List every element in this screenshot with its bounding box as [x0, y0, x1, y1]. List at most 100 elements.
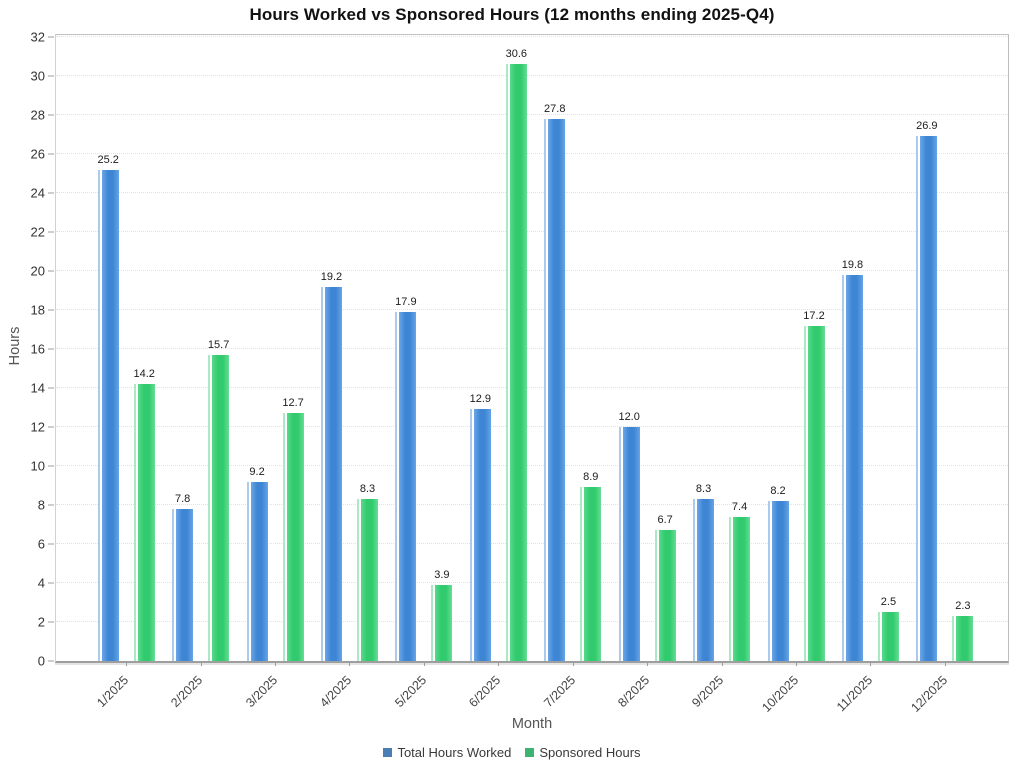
- bar-value-label: 14.2: [133, 368, 155, 381]
- bar-group-9-2025: 8.3 7.4: [684, 483, 758, 661]
- legend: Total Hours Worked Sponsored Hours: [0, 745, 1024, 760]
- legend-item-total-hours-worked: Total Hours Worked: [383, 745, 511, 760]
- x-tick: 2/2025: [163, 662, 237, 720]
- gridline: [56, 348, 1008, 349]
- bar-value-label: 12.7: [282, 397, 304, 410]
- bar-value-label: 27.8: [544, 102, 566, 115]
- x-tick-mark: [647, 662, 649, 666]
- gridline: [56, 309, 1008, 310]
- x-axis-ticks: 1/2025 2/2025 3/2025 4/2025 5/2025 6/2025 7/20…: [56, 662, 1008, 720]
- bar-total-hours-worked-6-2025: 12.9: [470, 393, 491, 661]
- y-tick-mark: [48, 75, 54, 77]
- y-tick-mark: [48, 348, 54, 350]
- y-tick-mark: [48, 153, 54, 155]
- y-tick-label: 8: [37, 497, 45, 513]
- x-tick-label: 2/2025: [168, 673, 206, 710]
- x-tick-label: 3/2025: [243, 673, 281, 710]
- bar-total-hours-worked-4-2025: 19.2: [321, 271, 342, 661]
- bar-value-label: 12.0: [618, 411, 640, 423]
- y-tick-label: 20: [30, 263, 45, 279]
- gridline: [56, 114, 1008, 115]
- x-tick-label: 8/2025: [615, 673, 653, 710]
- y-tick-label: 18: [30, 302, 45, 318]
- gridline: [56, 75, 1008, 76]
- legend-label: Sponsored Hours: [539, 745, 641, 760]
- gridline: [56, 621, 1008, 622]
- gridline: [56, 153, 1008, 154]
- bar-value-label: 17.9: [395, 295, 417, 308]
- y-tick-label: 0: [37, 653, 45, 669]
- bar-group-10-2025: 8.2 17.2: [759, 310, 833, 661]
- bar-total-hours-worked-12-2025: 26.9: [916, 120, 938, 661]
- y-tick-mark: [48, 192, 54, 194]
- bar-value-label: 6.7: [657, 514, 673, 527]
- y-tick-label: 32: [30, 29, 45, 45]
- y-tick: 16: [31, 342, 54, 357]
- bar-total-hours-worked-11-2025: 19.8: [842, 259, 863, 661]
- y-tick: 2: [38, 615, 54, 630]
- y-tick: 0: [38, 654, 54, 669]
- x-tick-label: 4/2025: [317, 673, 355, 710]
- y-tick: 8: [38, 498, 54, 513]
- bar-sponsored-hours-10-2025: 17.2: [803, 310, 825, 661]
- bar-total-hours-worked-3-2025: 9.2: [246, 466, 268, 661]
- y-tick-mark: [48, 621, 54, 623]
- y-tick: 14: [31, 381, 54, 396]
- y-tick-label: 16: [30, 341, 45, 357]
- legend-swatch-icon: [383, 748, 393, 757]
- bar-group-7-2025: 27.8 8.9: [536, 103, 610, 661]
- y-tick-label: 2: [37, 614, 45, 630]
- bar-value-label: 25.2: [97, 153, 119, 166]
- bar-total-hours-worked-9-2025: 8.3: [693, 483, 715, 661]
- bar-sponsored-hours-1-2025: 14.2: [133, 368, 155, 661]
- y-tick: 18: [31, 303, 54, 318]
- y-tick: 30: [31, 69, 54, 84]
- bar-value-label: 8.3: [695, 483, 712, 496]
- bar-group-1-2025: 25.2 14.2: [89, 154, 163, 661]
- y-tick: 22: [31, 225, 54, 240]
- gridline: [56, 36, 1008, 37]
- x-tick-label: 10/2025: [759, 673, 801, 715]
- bar-group-12-2025: 26.9 2.3: [908, 120, 982, 661]
- y-tick: 28: [31, 108, 54, 123]
- bar-sponsored-hours-12-2025: 2.3: [952, 600, 974, 661]
- y-tick-mark: [48, 504, 54, 506]
- x-tick-mark: [796, 662, 797, 666]
- bar-sponsored-hours-7-2025: 8.9: [580, 471, 602, 661]
- y-tick-label: 26: [30, 146, 45, 162]
- y-tick-mark: [48, 660, 54, 662]
- bar-value-label: 26.9: [916, 120, 938, 133]
- plot-area: 25.2 14.2 7.8 15.7 9.2 12.7 19.2 8.3 17.9 3.9 12.9…: [55, 34, 1009, 663]
- bar-sponsored-hours-8-2025: 6.7: [654, 514, 676, 661]
- gridline: [56, 582, 1008, 583]
- x-tick-mark: [200, 662, 202, 666]
- y-tick-label: 10: [30, 458, 45, 474]
- gridline: [56, 387, 1008, 388]
- bar-sponsored-hours-4-2025: 8.3: [356, 483, 378, 661]
- bar-value-label: 12.9: [469, 393, 492, 406]
- gridline: [56, 543, 1008, 544]
- y-tick-label: 12: [30, 419, 45, 435]
- x-tick-mark: [721, 662, 723, 666]
- x-tick-label: 6/2025: [466, 673, 504, 710]
- bar-value-label: 8.9: [583, 471, 599, 484]
- x-tick: 9/2025: [684, 662, 758, 720]
- x-tick-label: 9/2025: [689, 673, 727, 710]
- y-tick-label: 30: [30, 68, 45, 84]
- gridline: [56, 465, 1008, 466]
- bar-value-label: 15.7: [207, 338, 230, 351]
- y-tick-label: 4: [37, 575, 45, 591]
- bar-value-label: 19.2: [320, 270, 343, 283]
- x-tick-mark: [423, 662, 425, 666]
- x-tick: 6/2025: [461, 662, 535, 720]
- bar-sponsored-hours-3-2025: 12.7: [282, 397, 304, 661]
- gridline: [56, 231, 1008, 232]
- bar-group-11-2025: 19.8 2.5: [833, 259, 907, 661]
- x-tick-mark: [572, 662, 574, 666]
- y-tick: 32: [31, 30, 54, 45]
- y-tick-mark: [48, 36, 54, 38]
- x-tick-mark: [498, 662, 500, 666]
- legend-item-sponsored-hours: Sponsored Hours: [525, 745, 641, 760]
- y-tick-mark: [48, 582, 54, 584]
- x-tick-mark: [944, 662, 946, 666]
